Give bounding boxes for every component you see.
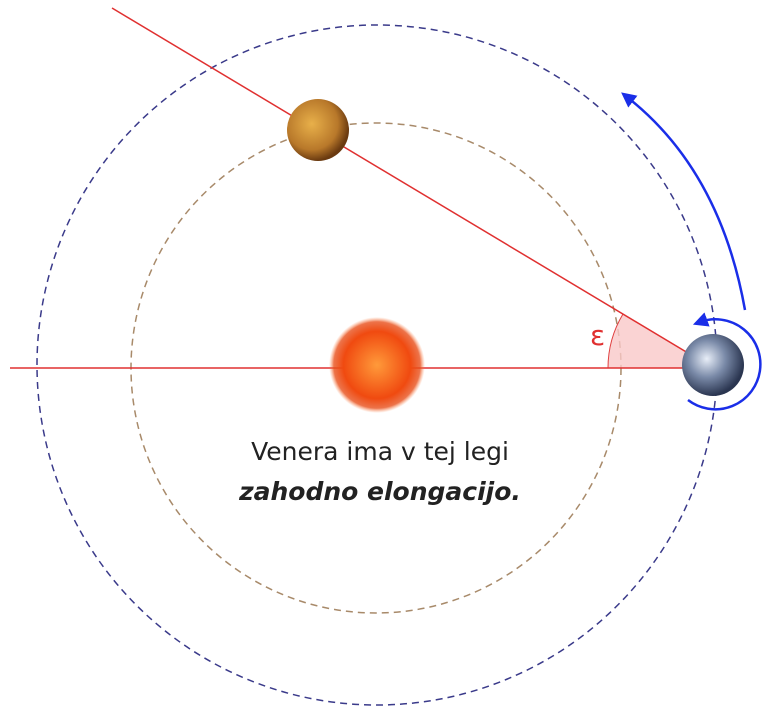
angle-label: ε	[590, 319, 605, 352]
caption-line: Venera ima v tej legi	[251, 437, 509, 466]
venus	[287, 99, 349, 161]
caption-emphasis: zahodno elongacijo.	[238, 477, 521, 506]
diagram: ε Venera ima v tej legi zahodno elongaci…	[0, 0, 762, 709]
venus-line	[112, 8, 713, 368]
page: {"angle_label": "ε", "caption": {"line1"…	[0, 0, 762, 709]
orbit-arrow	[627, 97, 745, 310]
sun	[329, 317, 425, 413]
earth	[682, 334, 744, 396]
